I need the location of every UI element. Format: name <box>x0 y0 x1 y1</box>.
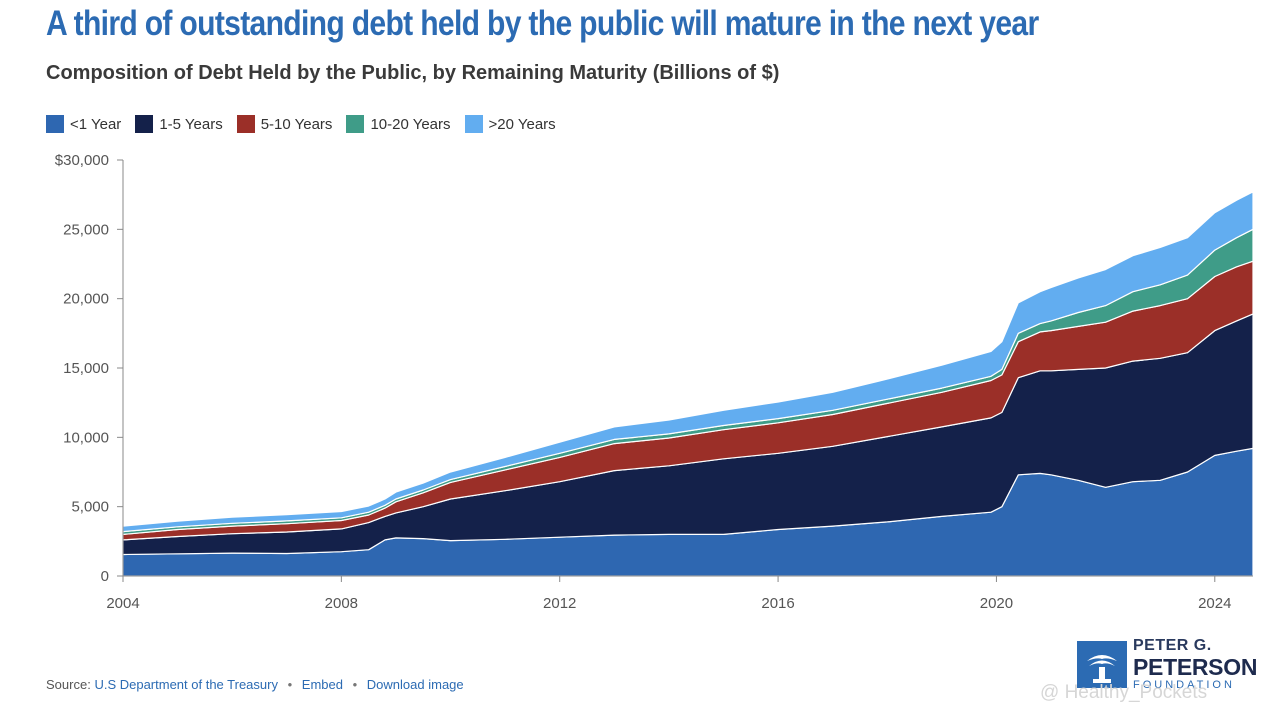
x-tick-label: 2020 <box>980 595 1013 612</box>
legend-swatch <box>464 115 483 133</box>
legend-item[interactable]: >20 Years <box>464 115 556 133</box>
source-label: Source: <box>46 677 91 692</box>
logo-text-line1: PETER G. <box>1133 637 1212 654</box>
x-tick-label: 2008 <box>325 595 358 612</box>
x-tick-label: 2004 <box>106 595 139 612</box>
source-link[interactable]: U.S Department of the Treasury <box>94 677 278 692</box>
legend: <1 Year 1-5 Years 5-10 Years 10-20 Years >20… <box>46 115 570 133</box>
y-tick-label: 20,000 <box>63 291 109 308</box>
legend-label: <1 Year <box>70 115 122 133</box>
x-tick-label: 2012 <box>543 595 576 612</box>
torch-icon <box>1077 641 1127 688</box>
y-tick-label: 10,000 <box>63 429 109 446</box>
y-tick-label: 15,000 <box>63 360 109 377</box>
area-series[interactable] <box>122 191 1254 533</box>
legend-swatch <box>135 115 154 133</box>
x-tick-label: 2024 <box>1198 595 1231 612</box>
peterson-foundation-logo[interactable]: PETER G. PETERSON FOUNDATION <box>1077 637 1258 691</box>
legend-item[interactable]: <1 Year <box>46 115 121 133</box>
legend-label: 5-10 Years <box>260 115 333 133</box>
embed-link[interactable]: Embed <box>301 677 343 692</box>
footer-separator: • <box>287 677 293 692</box>
x-tick-label: 2016 <box>761 595 794 612</box>
y-tick-label: 5,000 <box>71 499 109 516</box>
footer: Source: U.S Department of the Treasury •… <box>46 677 464 692</box>
legend-label: >20 Years <box>488 115 556 133</box>
legend-swatch <box>46 115 64 133</box>
legend-label: 10-20 Years <box>370 115 451 133</box>
logo-text-line2: PETERSON <box>1133 654 1258 680</box>
watermark: @ Healthy_Pockets <box>1040 682 1208 703</box>
axes: 0 5,000 10,000 15,000 20,000 25,000 $30,000 200… <box>55 152 1253 612</box>
y-tick-label: 25,000 <box>63 221 109 238</box>
legend-item[interactable]: 10-20 Years <box>346 115 451 133</box>
legend-item[interactable]: 1-5 Years <box>135 115 223 133</box>
chart-title: A third of outstanding debt held by the … <box>46 4 1039 43</box>
legend-label: 1-5 Years <box>159 115 223 133</box>
area-layers <box>122 191 1254 577</box>
footer-separator: • <box>352 677 358 692</box>
logo-text-line3: FOUNDATION <box>1133 679 1235 691</box>
legend-item[interactable]: 5-10 Years <box>236 115 333 133</box>
chart-subtitle: Composition of Debt Held by the Public, … <box>46 62 780 84</box>
y-tick-label: 0 <box>101 568 109 585</box>
legend-swatch <box>346 115 365 133</box>
legend-swatch <box>236 115 255 133</box>
download-image-link[interactable]: Download image <box>366 677 464 692</box>
y-tick-label: $30,000 <box>55 152 109 169</box>
